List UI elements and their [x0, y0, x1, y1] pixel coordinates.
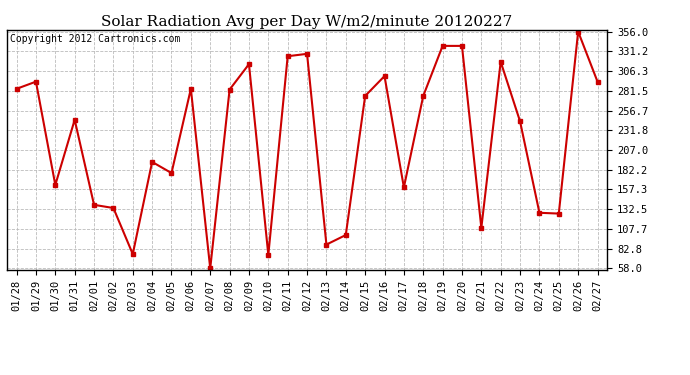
Title: Solar Radiation Avg per Day W/m2/minute 20120227: Solar Radiation Avg per Day W/m2/minute …	[101, 15, 513, 29]
Text: Copyright 2012 Cartronics.com: Copyright 2012 Cartronics.com	[10, 34, 180, 44]
